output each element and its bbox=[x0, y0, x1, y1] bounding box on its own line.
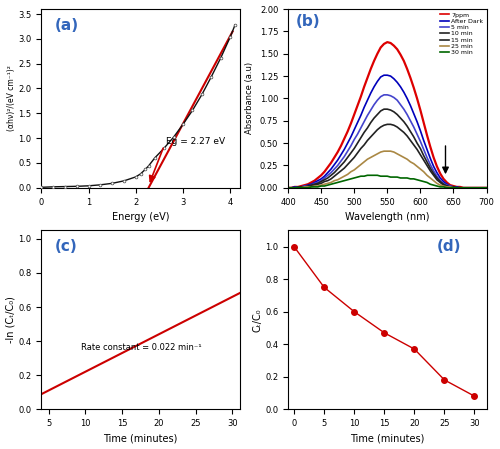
25 min bbox=[460, 185, 466, 190]
15 min bbox=[332, 173, 338, 179]
15 min bbox=[325, 178, 331, 183]
10 min bbox=[285, 185, 291, 190]
5 min bbox=[285, 185, 291, 190]
After Dark bbox=[325, 170, 331, 175]
25 min bbox=[285, 185, 291, 190]
Line: After Dark: After Dark bbox=[288, 75, 486, 188]
After Dark bbox=[381, 72, 387, 78]
7ppm bbox=[460, 185, 466, 190]
25 min bbox=[354, 164, 360, 170]
25 min bbox=[484, 185, 490, 190]
30 min bbox=[332, 180, 338, 186]
10 min bbox=[332, 170, 338, 175]
Line: 5 min: 5 min bbox=[288, 95, 486, 188]
Text: (c): (c) bbox=[55, 239, 78, 254]
25 min bbox=[394, 151, 400, 157]
5 min bbox=[381, 92, 387, 97]
15 min bbox=[484, 185, 490, 190]
5 min bbox=[408, 118, 414, 123]
Line: 15 min: 15 min bbox=[288, 124, 486, 188]
15 min bbox=[285, 185, 291, 190]
7ppm bbox=[394, 47, 400, 52]
7ppm bbox=[354, 103, 360, 108]
25 min bbox=[325, 180, 331, 186]
5 min bbox=[394, 97, 400, 103]
15 min bbox=[408, 138, 414, 143]
7ppm bbox=[408, 75, 414, 80]
After Dark bbox=[354, 120, 360, 125]
Legend: 7ppm, After Dark, 5 min, 10 min, 15 min, 25 min, 30 min: 7ppm, After Dark, 5 min, 10 min, 15 min,… bbox=[440, 12, 484, 55]
7ppm bbox=[484, 185, 490, 190]
Text: Eg = 2.27 eV: Eg = 2.27 eV bbox=[166, 136, 225, 145]
10 min bbox=[381, 106, 387, 112]
Text: (d): (d) bbox=[437, 239, 462, 254]
Text: (b): (b) bbox=[296, 14, 320, 30]
Y-axis label: Cₜ/C₀: Cₜ/C₀ bbox=[252, 308, 262, 332]
15 min bbox=[460, 185, 466, 190]
30 min bbox=[364, 172, 370, 178]
25 min bbox=[332, 178, 338, 183]
5 min bbox=[354, 132, 360, 137]
After Dark bbox=[285, 185, 291, 190]
30 min bbox=[408, 176, 414, 181]
7ppm bbox=[285, 185, 291, 190]
After Dark bbox=[408, 103, 414, 108]
30 min bbox=[354, 174, 360, 180]
Line: 25 min: 25 min bbox=[288, 151, 486, 188]
15 min bbox=[394, 124, 400, 130]
25 min bbox=[381, 149, 387, 154]
30 min bbox=[325, 182, 331, 188]
10 min bbox=[408, 129, 414, 134]
30 min bbox=[460, 185, 466, 190]
7ppm bbox=[332, 155, 338, 160]
15 min bbox=[384, 122, 390, 127]
Text: Rate constant = 0.022 min⁻¹: Rate constant = 0.022 min⁻¹ bbox=[81, 343, 202, 352]
5 min bbox=[484, 185, 490, 190]
15 min bbox=[354, 150, 360, 156]
After Dark bbox=[394, 79, 400, 85]
After Dark bbox=[460, 185, 466, 190]
30 min bbox=[484, 185, 490, 190]
Y-axis label: (αhν)²/(eV cm⁻¹)²: (αhν)²/(eV cm⁻¹)² bbox=[6, 66, 16, 132]
7ppm bbox=[384, 40, 390, 45]
10 min bbox=[354, 141, 360, 146]
Line: 30 min: 30 min bbox=[288, 175, 486, 188]
10 min bbox=[325, 175, 331, 180]
Line: 10 min: 10 min bbox=[288, 109, 486, 188]
7ppm bbox=[325, 164, 331, 170]
Text: (a): (a) bbox=[55, 18, 80, 33]
5 min bbox=[332, 166, 338, 172]
30 min bbox=[285, 185, 291, 190]
After Dark bbox=[332, 162, 338, 167]
X-axis label: Energy (eV): Energy (eV) bbox=[112, 212, 170, 222]
30 min bbox=[394, 174, 400, 180]
X-axis label: Wavelength (nm): Wavelength (nm) bbox=[345, 212, 430, 222]
Line: 7ppm: 7ppm bbox=[288, 42, 486, 188]
After Dark bbox=[484, 185, 490, 190]
25 min bbox=[408, 159, 414, 165]
10 min bbox=[460, 185, 466, 190]
X-axis label: Time (minutes): Time (minutes) bbox=[350, 433, 424, 444]
10 min bbox=[484, 185, 490, 190]
X-axis label: Time (minutes): Time (minutes) bbox=[104, 433, 178, 444]
5 min bbox=[460, 185, 466, 190]
Y-axis label: -ln (Cₜ/C₀): -ln (Cₜ/C₀) bbox=[6, 296, 16, 343]
Y-axis label: Absorbance (a.u): Absorbance (a.u) bbox=[246, 62, 254, 135]
10 min bbox=[394, 112, 400, 117]
5 min bbox=[325, 172, 331, 178]
